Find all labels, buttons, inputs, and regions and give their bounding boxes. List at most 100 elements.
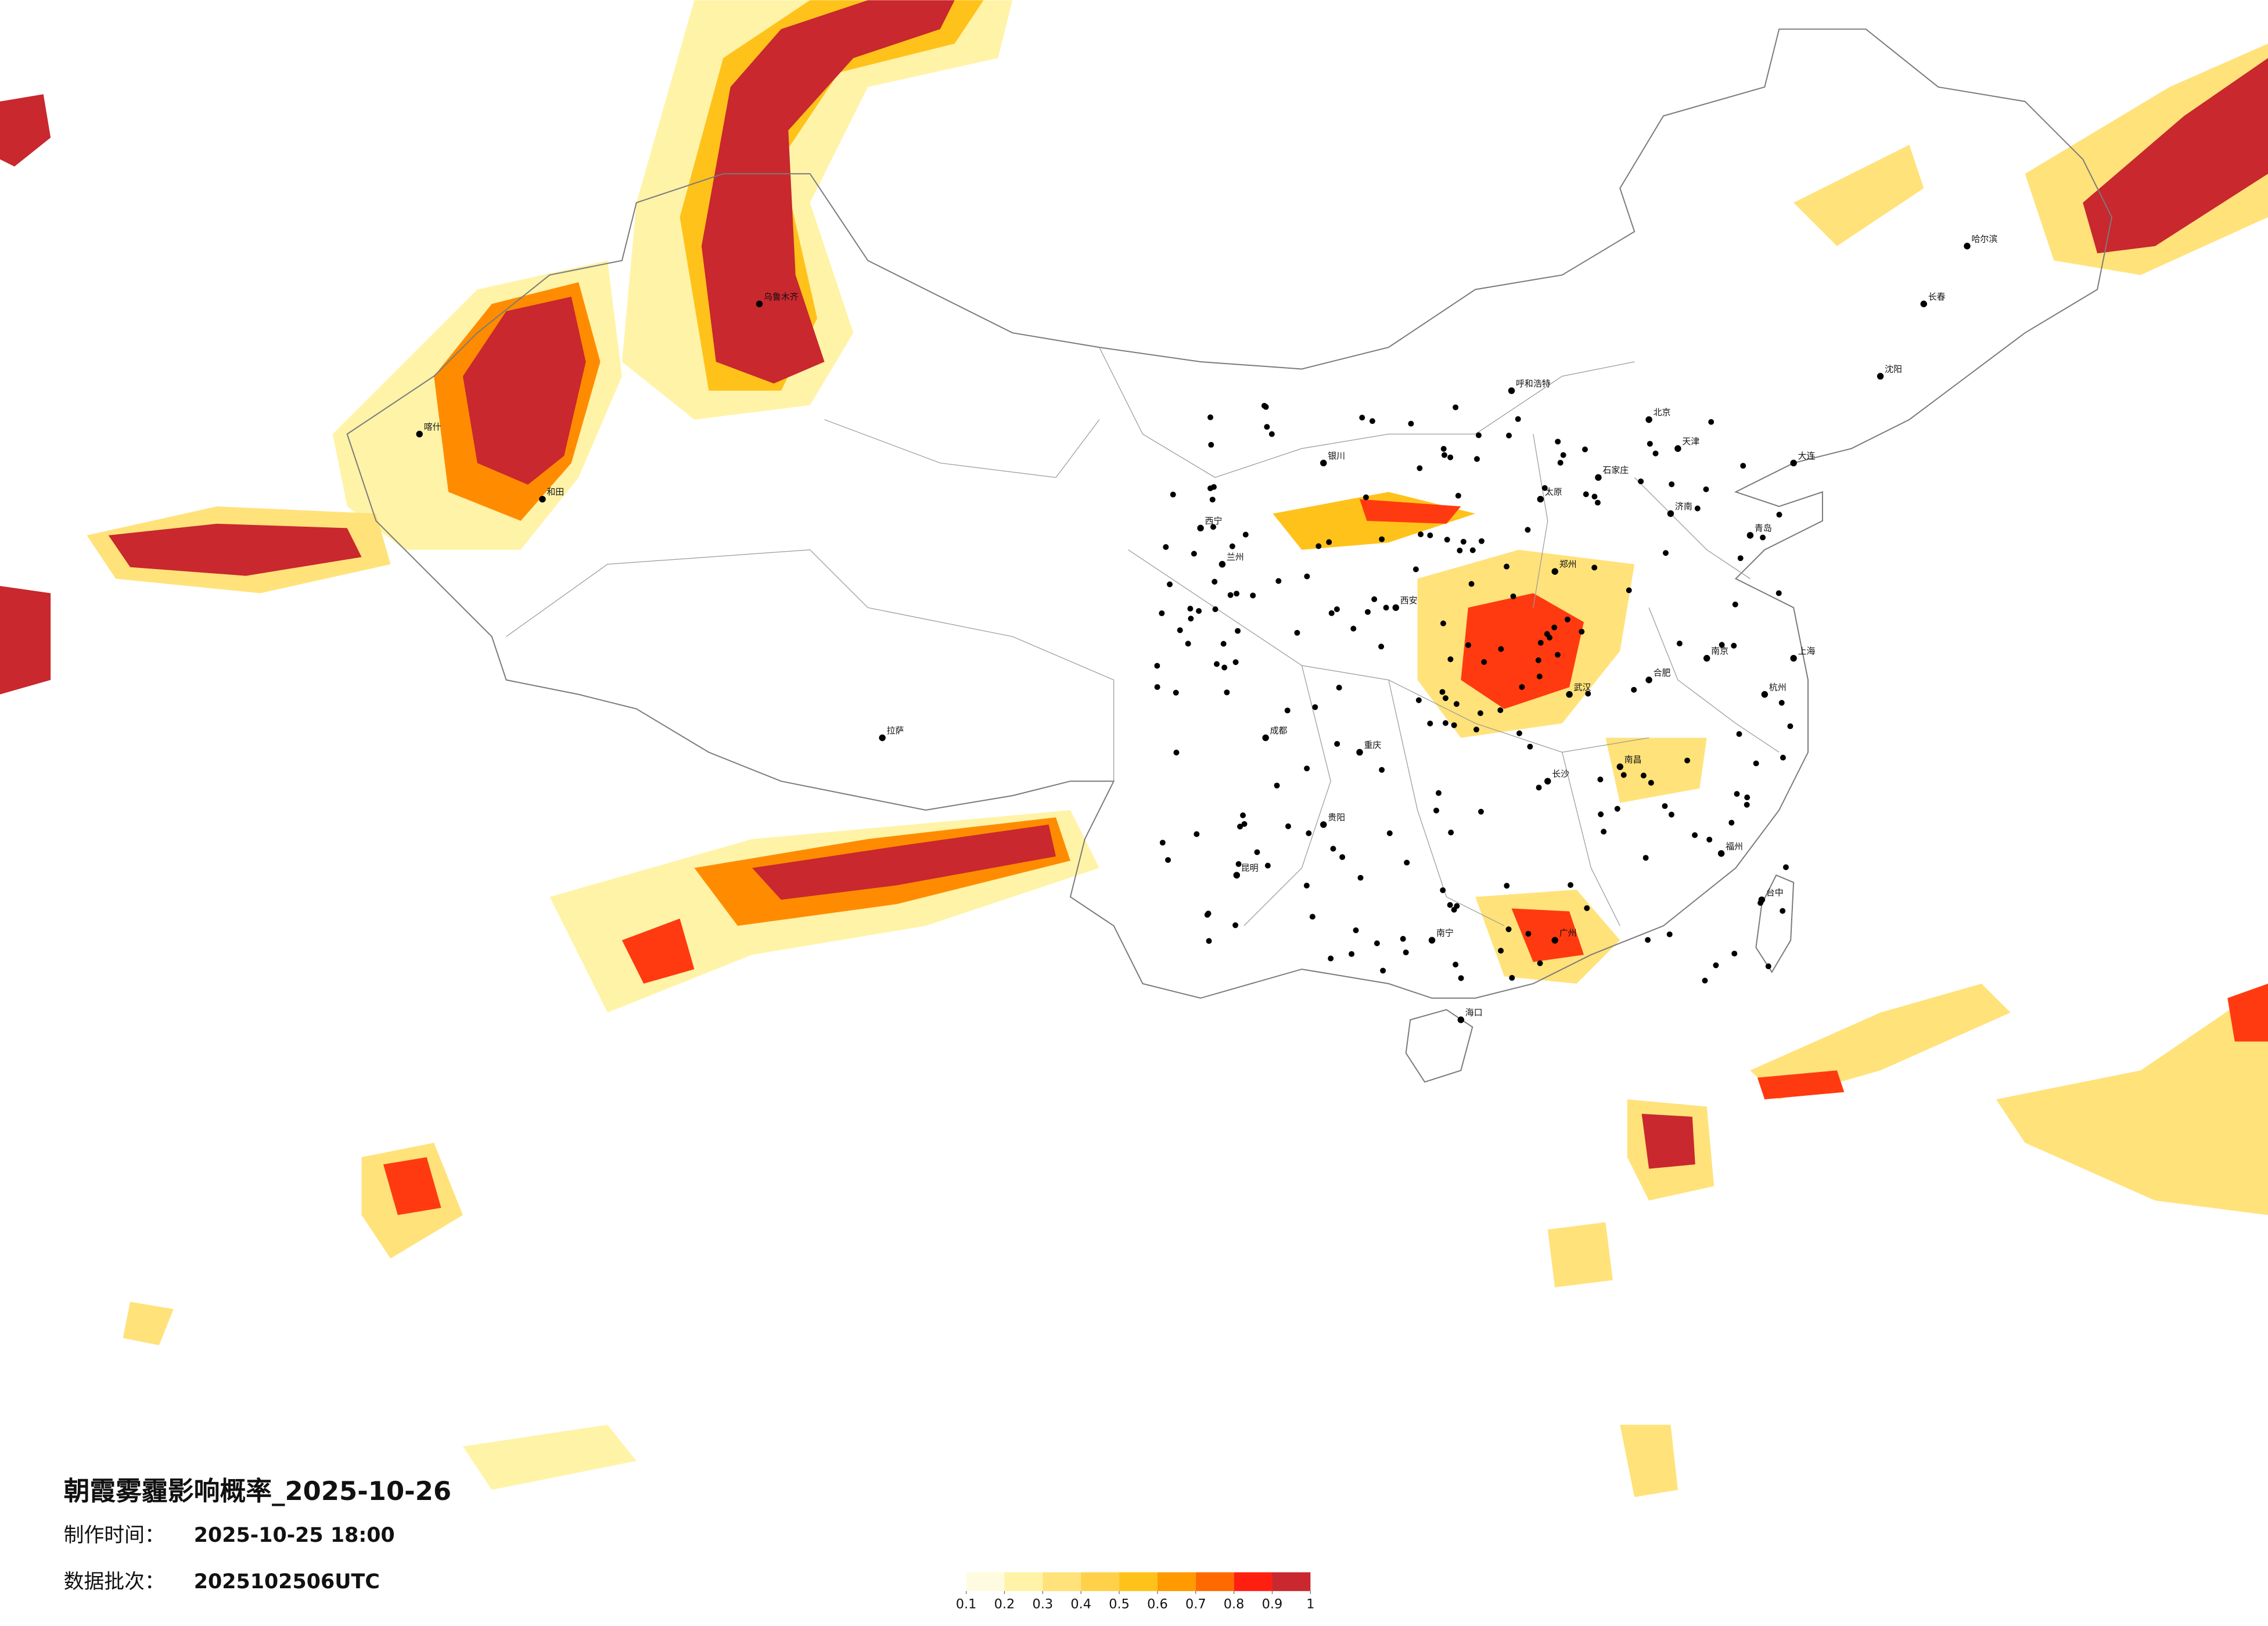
- city-label: 昆明: [1241, 863, 1259, 873]
- station-dot: [1440, 620, 1446, 627]
- station-dot: [1557, 459, 1563, 466]
- station-dot: [1439, 689, 1446, 695]
- city-label: 乌鲁木齐: [764, 292, 799, 302]
- station-dot: [1591, 564, 1598, 571]
- station-dot: [1728, 819, 1735, 826]
- city-label: 银川: [1328, 451, 1345, 461]
- station-dot: [1626, 587, 1632, 593]
- city-dot: [1233, 872, 1241, 879]
- station-dot: [1454, 903, 1460, 909]
- city-label: 海口: [1465, 1008, 1483, 1018]
- station-dot: [1242, 531, 1249, 538]
- haze-area: [0, 94, 51, 167]
- city-dot: [1667, 510, 1674, 517]
- station-dot: [1787, 723, 1793, 729]
- station-dot: [1379, 767, 1385, 773]
- haze-area: [462, 296, 586, 485]
- station-dot: [1404, 859, 1410, 866]
- station-dot: [1527, 743, 1533, 750]
- station-dot: [1760, 534, 1766, 541]
- colorbar-tick-label: 0.8: [1224, 1597, 1245, 1612]
- haze-area: [2227, 983, 2268, 1042]
- haze-area: [1605, 738, 1707, 803]
- station-dot: [1350, 625, 1357, 632]
- station-dot: [1478, 538, 1485, 544]
- country-border: [346, 28, 2113, 999]
- city-label: 南昌: [1624, 754, 1642, 765]
- station-dot: [1645, 937, 1651, 943]
- station-dot: [1304, 765, 1310, 772]
- station-dot: [1309, 913, 1315, 920]
- station-dot: [1579, 628, 1585, 635]
- station-dot: [1481, 659, 1487, 665]
- station-dot: [1353, 927, 1359, 933]
- haze-area: [108, 523, 362, 576]
- station-dot: [1240, 812, 1246, 818]
- station-dot: [1666, 931, 1673, 937]
- city-label: 兰州: [1227, 552, 1244, 562]
- colorbar-segment: [1272, 1572, 1311, 1591]
- city-dot: [1537, 495, 1544, 503]
- colorbar-segment: [1119, 1572, 1158, 1591]
- station-dot: [1757, 900, 1764, 906]
- city-label: 济南: [1675, 501, 1692, 512]
- station-dot: [1555, 438, 1561, 445]
- station-dot: [1417, 465, 1423, 472]
- station-dot: [1303, 883, 1310, 889]
- city-dot: [1616, 763, 1624, 771]
- city-label: 青岛: [1755, 523, 1772, 533]
- station-dot: [1585, 690, 1591, 697]
- station-dot: [1776, 512, 1782, 518]
- colorbar-tick-label: 0.3: [1033, 1597, 1054, 1612]
- station-dot: [1263, 404, 1269, 410]
- station-dot: [1719, 642, 1725, 648]
- station-dot: [1469, 547, 1476, 553]
- station-dot: [1440, 887, 1446, 893]
- station-dot: [1509, 974, 1515, 981]
- city-dot: [1219, 560, 1226, 568]
- station-dot: [1648, 779, 1654, 786]
- station-dot: [1780, 908, 1786, 914]
- station-dot: [1706, 836, 1713, 843]
- station-dot: [1515, 416, 1521, 422]
- borders: [346, 28, 2113, 1083]
- station-dot: [1306, 830, 1312, 836]
- city-label: 长春: [1928, 292, 1946, 302]
- station-dot: [1551, 624, 1558, 631]
- city-label: 南京: [1711, 646, 1728, 656]
- station-dot: [1505, 926, 1512, 933]
- station-dot: [1349, 951, 1355, 957]
- haze-area: [1511, 908, 1584, 962]
- station-dot: [1536, 673, 1543, 679]
- station-dot: [1504, 563, 1510, 570]
- station-dot: [1525, 527, 1531, 533]
- station-dot: [1154, 684, 1160, 690]
- station-dot: [1339, 854, 1346, 860]
- station-dot: [1535, 657, 1541, 663]
- station-dot: [1212, 606, 1219, 613]
- station-dot: [1732, 601, 1738, 607]
- station-dot: [1560, 452, 1566, 458]
- station-dot: [1415, 697, 1422, 703]
- station-dot: [1188, 616, 1194, 622]
- city-dot: [1703, 654, 1710, 662]
- station-dot: [1433, 807, 1439, 814]
- station-dot: [1568, 882, 1574, 888]
- station-dot: [1544, 631, 1550, 637]
- station-dot: [1601, 829, 1607, 835]
- station-dot: [1159, 610, 1165, 617]
- station-dot: [1498, 646, 1504, 652]
- station-dot: [1475, 432, 1482, 438]
- station-dot: [1212, 578, 1218, 585]
- station-dot: [1400, 936, 1406, 942]
- colorbar-segment: [966, 1572, 1005, 1591]
- colorbar-tick-label: 0.4: [1070, 1597, 1091, 1612]
- info-block: 朝霞雾霾影响概率_2025-10-26 制作时间： 2025-10-25 18:…: [64, 1476, 452, 1593]
- city-dot: [1761, 691, 1769, 698]
- station-dot: [1694, 505, 1701, 512]
- station-dot: [1234, 591, 1240, 597]
- station-dot: [1196, 608, 1202, 614]
- colorbar-tick-label: 0.5: [1109, 1597, 1130, 1612]
- station-dot: [1497, 707, 1504, 713]
- haze-area: [0, 586, 51, 695]
